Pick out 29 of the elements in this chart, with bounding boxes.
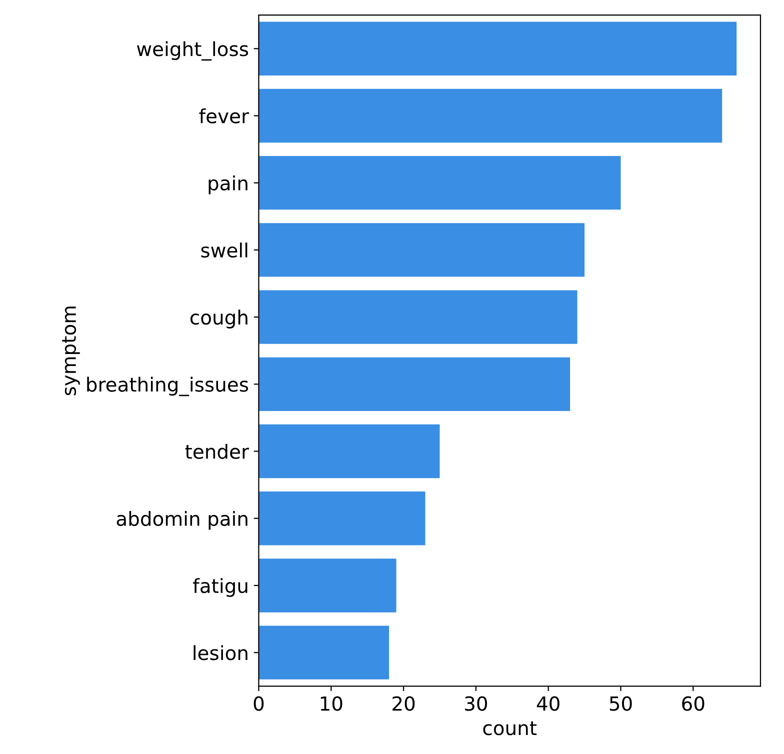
x-tick-label: 50 [610, 696, 632, 711]
y-tick-label: abdomin pain [116, 510, 248, 530]
y-tick-label: lesion [194, 645, 248, 660]
x-axis-title: count [483, 721, 537, 736]
bar [258, 424, 440, 478]
x-tick-label: 0 [254, 696, 264, 711]
bar [258, 223, 585, 277]
bar [258, 22, 737, 76]
bar [258, 290, 578, 344]
x-tick-label: 30 [465, 696, 488, 711]
y-tick-label: cough [190, 310, 248, 328]
bar [258, 626, 390, 680]
x-tick-label: 40 [536, 696, 560, 711]
y-tick-label: fatigu [192, 578, 248, 597]
y-tick-label: tender [185, 444, 249, 459]
x-tick-label: 60 [682, 696, 704, 711]
y-tick-label: weight_loss [136, 41, 248, 61]
bar [258, 156, 621, 210]
bar [258, 357, 570, 412]
bar [258, 88, 722, 143]
y-tick-label: pain [208, 175, 248, 194]
x-tick-label: 20 [392, 696, 415, 711]
x-tick-label: 10 [320, 696, 342, 711]
y-tick-label: swell [201, 242, 248, 258]
y-tick-label: fever [199, 108, 249, 124]
bar [258, 492, 426, 546]
y-tick-label: breathing_issues [87, 376, 248, 396]
y-axis-title: symptom [62, 306, 80, 396]
bar [258, 558, 396, 612]
